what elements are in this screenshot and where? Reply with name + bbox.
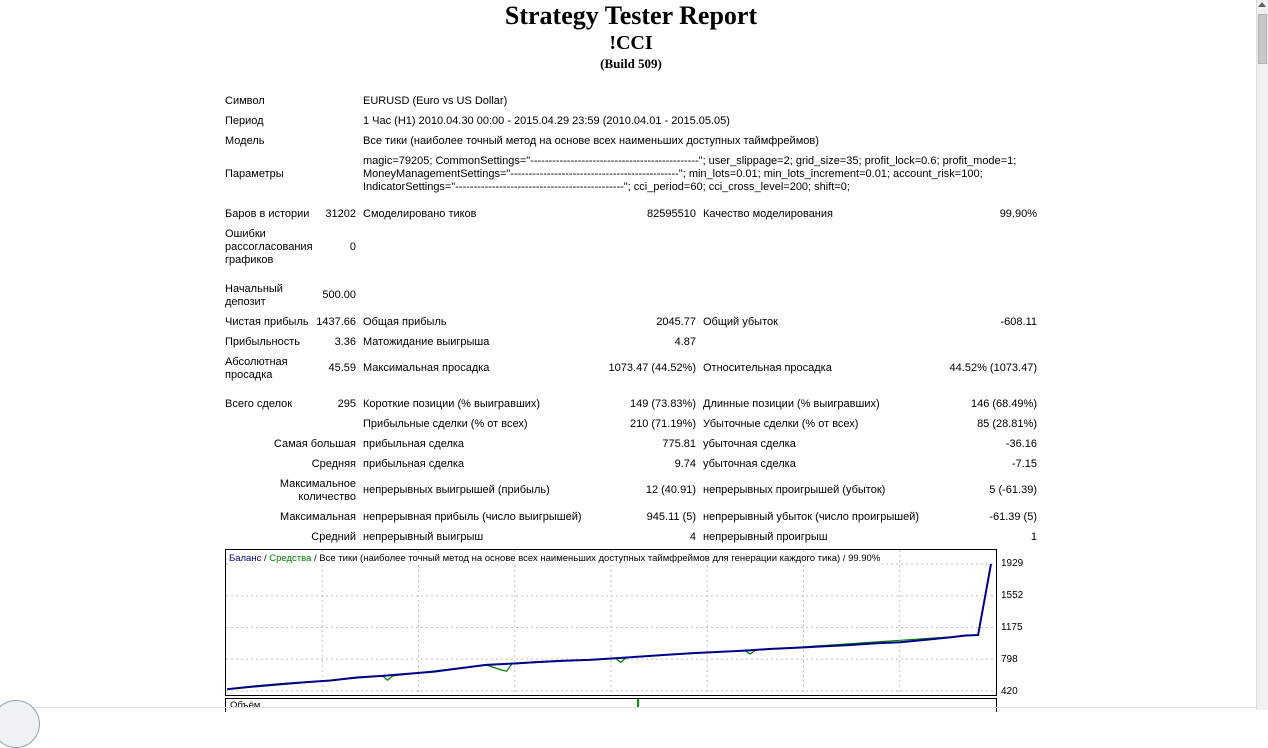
ticks-label: Смоделировано тиков [363,208,477,220]
avg-consec-losses-value: 1 [1030,531,1037,543]
consec-profit-label: непрерывная прибыль (число выигрышей) [363,511,582,523]
vertical-scrollbar[interactable] [1256,0,1268,710]
consec-wins-value: 12 (40.91) [645,484,696,496]
profit-trades-value: 210 (71.19%) [629,418,696,430]
gross-loss-value: -608.11 [1000,316,1038,328]
loss-trades-value: 85 (28.81%) [977,418,1037,430]
series-line-balance [226,563,992,691]
volume-chart: Объём [225,698,997,712]
bars-label: Баров в истории [225,208,310,220]
model-label: Модель [225,135,265,147]
total-trades-label: Всего сделок [225,398,293,410]
average-consec-label: Средний [311,531,356,543]
profit-trades-label: Прибыльные сделки (% от всех) [363,418,528,430]
build-number: (Build 509) [600,56,662,71]
max-count-label: Максимальное количество [279,478,356,503]
bars-value: 31202 [325,208,356,220]
consec-loss-value: -61.39 (5) [989,511,1037,523]
largest-loss-label: убыточная сделка [703,438,796,450]
scroll-thumb[interactable] [1258,14,1267,64]
average-profit-value: 9.74 [674,458,696,470]
max-drawdown-value: 1073.47 (44.52%) [608,362,696,374]
gross-loss-label: Общий убыток [703,316,778,328]
period-label: Период [225,115,264,127]
gross-profit-label: Общая прибыль [363,316,447,328]
y-tick-label: 1929 [1001,558,1024,569]
net-profit-value: 1437.66 [316,316,356,328]
expected-payoff-label: Матожидание выигрыша [363,336,490,348]
short-positions-value: 149 (73.83%) [629,398,696,410]
average-loss-label: убыточная сделка [703,458,796,470]
series-line-equity [226,563,992,690]
deposit-value: 500.00 [322,289,356,301]
balance-chart: Баланс / Средства / Все тики (наиболее т… [225,549,997,696]
average-loss-value: -7.15 [1011,458,1037,470]
chart-legend: Баланс / Средства / Все тики (наиболее т… [229,553,881,565]
legend-equity: Средства [269,553,312,564]
gross-profit-value: 2045.77 [656,316,696,328]
volume-label: Объём [230,700,261,711]
absolute-drawdown-label: Абсолютная просадка [225,356,288,381]
symbol-value: EURUSD (Euro vs US Dollar) [363,95,508,107]
profit-factor-label: Прибыльность [225,336,300,348]
params-label: Параметры [225,168,284,180]
symbol-label: Символ [225,95,265,107]
relative-drawdown-value: 44.52% (1073.47) [949,362,1037,374]
errors-label: Ошибки рассогласования графиков [225,228,313,266]
window-bottom-edge [0,707,1256,708]
largest-loss-value: -36.16 [1005,438,1037,450]
consec-profit-value: 945.11 (5) [646,511,696,523]
legend-separator: / [261,553,270,564]
y-tick-label: 1175 [1001,622,1023,633]
quality-value: 99.90% [999,208,1037,220]
net-profit-label: Чистая прибыль [225,316,309,328]
avg-consec-wins-label: непрерывный выигрыш [363,531,484,543]
total-trades-value: 295 [337,398,356,410]
loss-trades-label: Убыточные сделки (% от всех) [703,418,859,430]
maximal-label: Максимальная [280,511,356,523]
errors-value: 0 [349,241,356,253]
long-positions-label: Длинные позиции (% выигравших) [703,398,880,410]
consec-losses-value: 5 (-61.39) [989,484,1037,496]
absolute-drawdown-value: 45.59 [328,362,356,374]
largest-profit-value: 775.81 [662,438,696,450]
y-tick-label: 1552 [1001,590,1024,601]
long-positions-value: 146 (68.49%) [970,398,1037,410]
report-title: Strategy Tester Report [504,1,758,30]
legend-balance: Баланс [229,553,262,564]
relative-drawdown-label: Относительная просадка [703,362,832,374]
consec-wins-label: непрерывных выигрышей (прибыль) [363,484,550,496]
y-tick-label: 798 [1001,654,1018,665]
deposit-label: Начальный депозит [225,283,283,308]
profit-factor-value: 3.36 [334,336,356,348]
average-profit-label: прибыльная сделка [363,458,465,470]
balance-chart-svg [226,550,996,695]
ticks-value: 82595510 [647,208,696,220]
scroll-up-arrow-icon[interactable] [1258,2,1266,7]
volume-bar [637,699,639,707]
consec-loss-label: непрерывный убыток (число проигрышей) [703,511,920,523]
avg-consec-wins-value: 4 [689,531,696,543]
avg-consec-losses-label: непрерывный проигрыш [703,531,828,543]
model-value: Все тики (наиболее точный метод на основ… [363,135,819,147]
period-value: 1 Час (H1) 2010.04.30 00:00 - 2015.04.29… [363,115,730,127]
expert-name: !CCI [609,32,653,54]
consec-losses-label: непрерывных проигрышей (убыток) [703,484,886,496]
expected-payoff-value: 4.87 [674,336,696,348]
legend-description: / Все тики (наиболее точный метод на осн… [311,553,881,564]
y-tick-label: 420 [1001,686,1018,697]
params-value: magic=79205; CommonSettings="-----------… [363,155,1017,193]
average-label: Средняя [311,458,356,470]
largest-label: Самая большая [273,438,356,450]
largest-profit-label: прибыльная сделка [363,438,465,450]
short-positions-label: Короткие позиции (% выигравших) [363,398,541,410]
quality-label: Качество моделирования [703,208,833,220]
max-drawdown-label: Максимальная просадка [363,362,490,374]
corner-button[interactable] [0,700,40,748]
